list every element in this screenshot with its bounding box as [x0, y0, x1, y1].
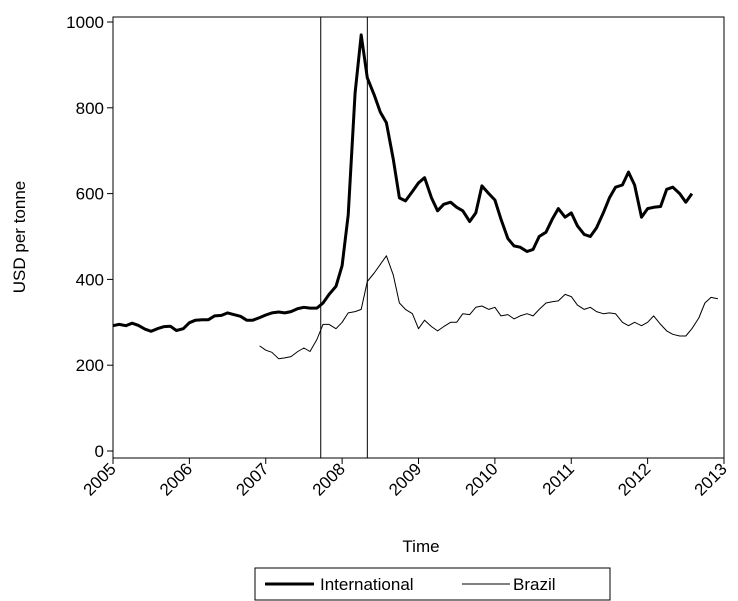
y-tick-label: 1000: [66, 13, 104, 32]
x-tick-label: 2007: [232, 459, 272, 499]
y-tick-label: 800: [76, 99, 104, 118]
x-tick-label: 2005: [80, 459, 120, 499]
x-axis: 2005 2006 2007 2008 2009 2010 2011 2012 2013: [80, 458, 731, 500]
x-tick-label: 2009: [385, 459, 425, 499]
legend-box: [254, 567, 611, 601]
legend-label-brazil: Brazil: [513, 575, 556, 594]
x-tick-label: 2006: [156, 459, 196, 499]
series-line-brazil: [259, 255, 718, 360]
legend: International Brazil: [254, 567, 611, 601]
y-tick-label: 200: [76, 356, 104, 375]
x-tick-label: 2008: [309, 459, 349, 499]
y-axis-title: USD per tonne: [10, 181, 29, 293]
reference-lines: [320, 17, 368, 458]
legend-label-international: International: [320, 575, 414, 594]
x-tick-label: 2013: [691, 459, 731, 499]
plot-frame: [112, 16, 725, 459]
y-tick-label: 400: [76, 270, 104, 289]
x-tick-label: 2010: [462, 459, 502, 499]
x-tick-label: 2011: [539, 459, 578, 498]
plot-area: [112, 16, 725, 459]
x-axis-title: Time: [402, 537, 439, 556]
y-tick-label: 0: [95, 442, 104, 461]
series-line-international: [112, 33, 694, 333]
series-layer: [112, 33, 718, 360]
y-tick-label: 600: [76, 185, 104, 204]
x-tick-label: 2012: [614, 459, 654, 499]
y-axis: 0 200 400 600 800 1000: [66, 13, 113, 461]
